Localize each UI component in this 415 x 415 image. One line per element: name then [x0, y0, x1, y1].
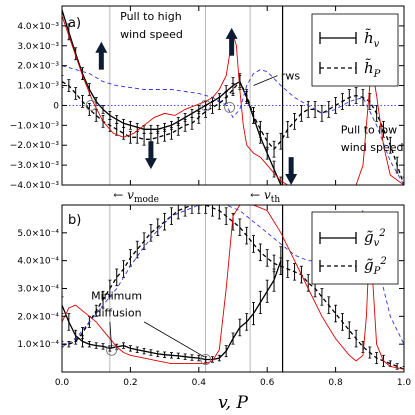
panel-b-legend: g̃v2 g̃P2 [311, 211, 399, 285]
panel-a-label: a) [68, 16, 81, 31]
panel-a-ytick-label-7: −3.0×10⁻³ [10, 161, 60, 171]
panel-a-arrow-head-1 [225, 27, 238, 39]
panel-a-ytick-label-3: 1.0×10⁻³ [17, 82, 59, 92]
min-diffusion-pointer-2 [143, 321, 205, 358]
rws-pointer-line [253, 75, 278, 86]
panel-a-ytick-label-2: 2.0×10⁻³ [17, 62, 59, 72]
panel-b-ytick-label-1: 4.0×10⁻⁴ [17, 257, 59, 267]
panel-a-annotation-3: Pull to low [341, 123, 397, 136]
panel-a-below-label-1: ← vth [250, 188, 280, 205]
panel-b-ytick-label-4: 1.0×10⁻⁴ [17, 340, 59, 350]
panel-a-ytick-label-6: −2.0×10⁻³ [10, 141, 60, 151]
panel-b-annotation-0: Minimum [91, 290, 142, 303]
panel-b-xtick-label-1: 0.2 [123, 378, 137, 388]
panel-a-ytick-label-4: 0 [53, 101, 59, 111]
panel-b-series-2 [62, 205, 404, 370]
panel-b-ytick-label-0: 5.0×10⁻⁴ [17, 229, 59, 239]
panel-b-xtick-label-0: 0.0 [55, 378, 70, 388]
panel-a-marker-circle-0 [85, 99, 97, 111]
panel-a-marker-circle-1 [200, 99, 212, 111]
panel-b-xtick-label-5: 1.0 [397, 378, 412, 388]
panel-b-xtick-label-4: 0.8 [328, 378, 343, 388]
panel-a-annotation-2: rws [281, 70, 301, 83]
panel-b: b) g̃v2 g̃P2 [61, 204, 405, 373]
legend-a-box [311, 13, 399, 87]
panel-b-annotation-1: diffusion [94, 306, 141, 319]
panel-a-arrow-head-2 [144, 158, 157, 170]
panel-a-ytick-label-1: 3.0×10⁻³ [17, 42, 59, 52]
panel-b-label: b) [68, 213, 81, 228]
panel-a-marker-circle-2 [224, 101, 236, 113]
legend-b-box [311, 211, 399, 285]
panel-a-annotation-0: Pull to high [120, 10, 182, 23]
x-axis-label: v, P [218, 393, 248, 413]
panel-a-frame [61, 5, 405, 186]
panel-a-arrow-head-0 [95, 41, 108, 53]
panel-b-series-1 [62, 205, 404, 370]
panel-a-series-2 [62, 15, 404, 185]
panel-a-annotation-4: wind speed [341, 141, 404, 154]
panel-a-ytick-label-8: −4.0×10⁻³ [10, 181, 60, 191]
panel-a-annotation-1: wind speed [120, 28, 183, 41]
panel-b-xtick-label-3: 0.6 [260, 378, 275, 388]
panel-a-legend: h̃v h̃P [311, 13, 399, 87]
panel-a-ytick-label-5: −1.0×10⁻³ [10, 121, 60, 131]
panel-a-ytick-label-0: 4.0×10⁻³ [17, 22, 59, 32]
panel-b-ytick-label-3: 2.0×10⁻⁴ [17, 312, 59, 322]
panel-a-below-label-0: ← vmode [113, 188, 159, 205]
panel-b-ytick-label-2: 3.0×10⁻⁴ [17, 285, 59, 295]
panel-b-xtick-label-2: 0.4 [192, 378, 207, 388]
panel-a-arrow-head-3 [285, 174, 298, 186]
min-diffusion-pointer-1 [109, 321, 112, 348]
panel-a-series-3 [62, 65, 404, 185]
panel-b-marker-circle-1 [200, 354, 212, 365]
